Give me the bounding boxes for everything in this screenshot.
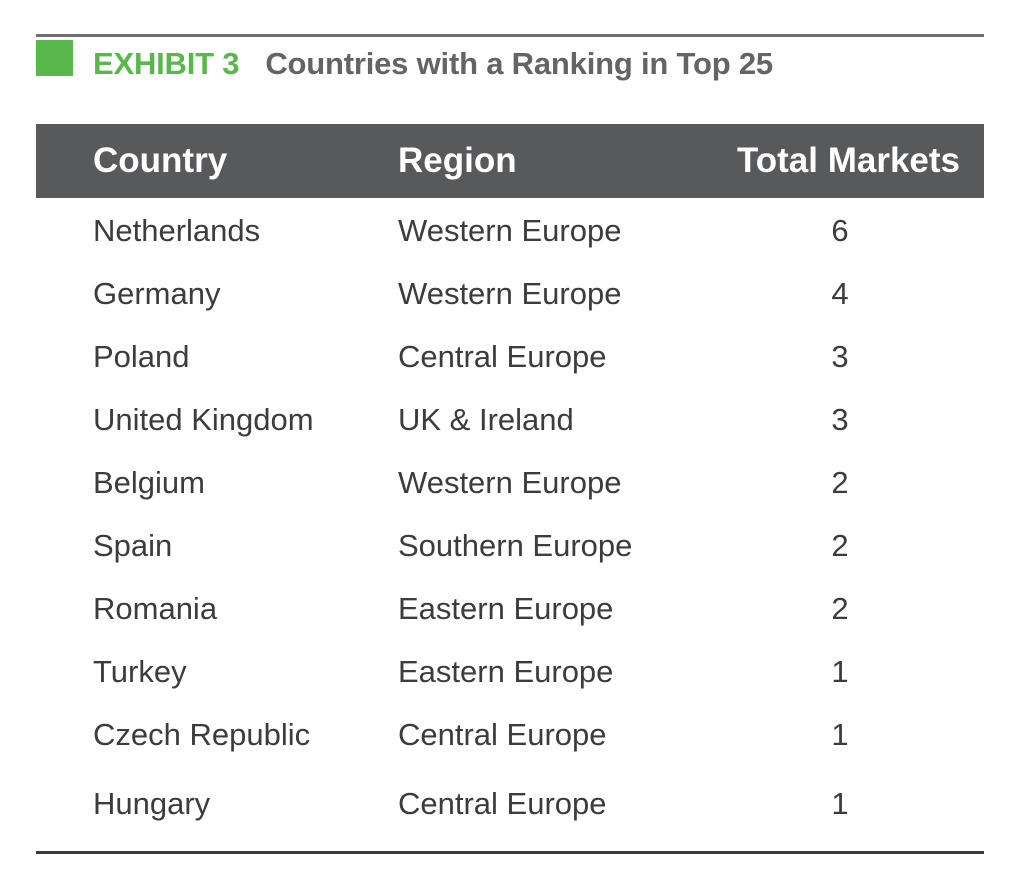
table-row: Spain Southern Europe 2 [36,514,984,577]
cell-region: Central Europe [398,786,607,821]
cell-country: Romania [93,591,218,626]
cell-total-markets: 1 [831,717,849,752]
cell-total-markets: 2 [831,591,849,626]
cell-country: Germany [93,276,221,311]
cell-total-markets: 3 [831,339,849,374]
table-row: Netherlands Western Europe 6 [36,199,984,262]
table-row: Poland Central Europe 3 [36,325,984,388]
cell-region: UK & Ireland [398,402,574,437]
cell-total-markets: 2 [831,528,849,563]
table-row: Germany Western Europe 4 [36,262,984,325]
table-header: Country Region Total Markets [36,124,984,198]
table-body: Netherlands Western Europe 6 Germany Wes… [36,199,984,842]
cell-country: Hungary [93,786,211,821]
cell-total-markets: 3 [831,402,849,437]
table-row: Turkey Eastern Europe 1 [36,640,984,703]
cell-region: Central Europe [398,717,607,752]
cell-region: Western Europe [398,465,622,500]
exhibit-label: EXHIBIT 3 [93,46,240,81]
table-row: Belgium Western Europe 2 [36,451,984,514]
table-row: Czech Republic Central Europe 1 [36,703,984,766]
column-header-region: Region [398,141,517,180]
cell-country: Poland [93,339,190,374]
table-row: Hungary Central Europe 1 [36,766,984,842]
cell-region: Central Europe [398,339,607,374]
exhibit-title: Countries with a Ranking in Top 25 [265,46,773,81]
cell-total-markets: 6 [831,213,849,248]
top-divider [36,34,984,37]
bottom-divider [36,851,984,854]
exhibit-marker-square [36,40,73,76]
cell-region: Western Europe [398,276,622,311]
table-row: Romania Eastern Europe 2 [36,577,984,640]
cell-region: Eastern Europe [398,591,614,626]
table-row: United Kingdom UK & Ireland 3 [36,388,984,451]
column-header-country: Country [93,141,228,180]
cell-country: Netherlands [93,213,261,248]
cell-total-markets: 1 [831,654,849,689]
cell-country: Czech Republic [93,717,311,752]
cell-region: Eastern Europe [398,654,614,689]
cell-total-markets: 4 [831,276,849,311]
cell-region: Southern Europe [398,528,633,563]
cell-country: United Kingdom [93,402,314,437]
cell-country: Belgium [93,465,205,500]
cell-country: Spain [93,528,173,563]
cell-country: Turkey [93,654,187,689]
exhibit-heading: EXHIBIT 3 Countries with a Ranking in Top… [93,44,773,84]
cell-region: Western Europe [398,213,622,248]
cell-total-markets: 2 [831,465,849,500]
column-header-total-markets: Total Markets [736,141,960,180]
cell-total-markets: 1 [831,786,849,821]
